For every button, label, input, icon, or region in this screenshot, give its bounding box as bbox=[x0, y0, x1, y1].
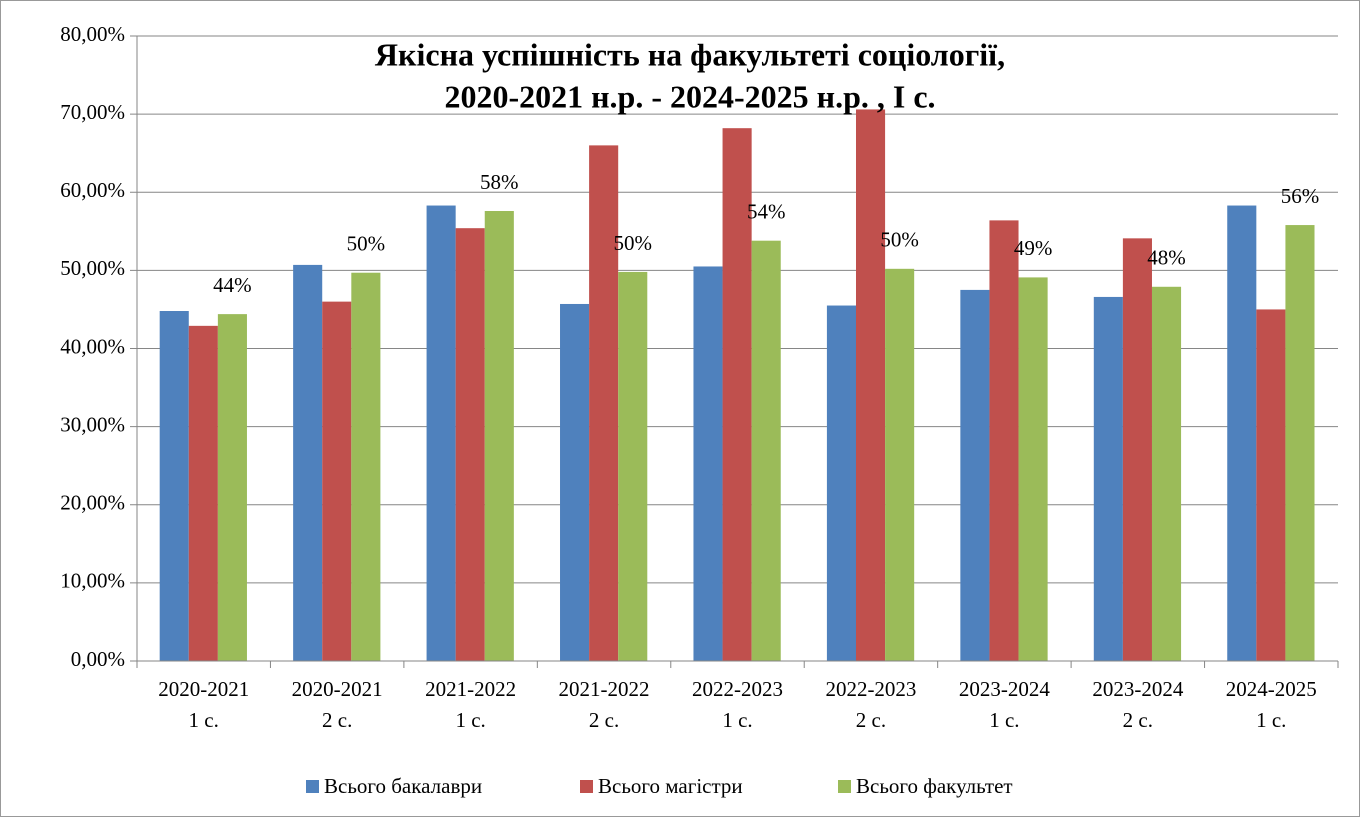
data-label: 50% bbox=[613, 231, 652, 255]
chart-title: 2020-2021 н.р. - 2024-2025 н.р. , І с. bbox=[444, 78, 935, 114]
legend-swatch bbox=[838, 780, 851, 793]
x-tick-label: 1 с. bbox=[989, 708, 1019, 732]
bar bbox=[589, 145, 619, 661]
bar bbox=[159, 311, 189, 661]
bar bbox=[1093, 296, 1123, 661]
legend-swatch bbox=[306, 780, 319, 793]
data-label: 56% bbox=[1281, 184, 1320, 208]
x-tick-label: 2020-2021 bbox=[292, 677, 383, 701]
data-label: 48% bbox=[1147, 246, 1186, 270]
data-label: 54% bbox=[747, 200, 786, 224]
legend-label: Всього магістри bbox=[598, 774, 743, 798]
x-tick-label: 2024-2025 bbox=[1226, 677, 1317, 701]
bar bbox=[826, 305, 856, 661]
x-tick-label: 2021-2022 bbox=[425, 677, 516, 701]
bar bbox=[455, 228, 485, 661]
y-tick-label: 10,00% bbox=[60, 569, 125, 593]
y-tick-label: 30,00% bbox=[60, 412, 125, 436]
y-tick-label: 40,00% bbox=[60, 334, 125, 358]
bar bbox=[426, 205, 456, 661]
x-tick-label: 2 с. bbox=[589, 708, 619, 732]
bar bbox=[351, 272, 381, 661]
bar bbox=[560, 303, 590, 661]
data-label: 58% bbox=[480, 170, 519, 194]
x-tick-label: 2 с. bbox=[322, 708, 352, 732]
data-label: 50% bbox=[347, 232, 386, 256]
bar bbox=[1122, 238, 1152, 661]
x-tick-label: 2 с. bbox=[1123, 708, 1153, 732]
bar bbox=[751, 240, 781, 661]
bar bbox=[322, 301, 352, 661]
bar bbox=[188, 325, 218, 661]
bar bbox=[960, 289, 990, 661]
x-tick-label: 1 с. bbox=[722, 708, 752, 732]
y-tick-label: 0,00% bbox=[71, 647, 125, 671]
bar bbox=[618, 271, 648, 661]
x-tick-label: 2023-2024 bbox=[959, 677, 1050, 701]
y-tick-label: 60,00% bbox=[60, 178, 125, 202]
x-tick-label: 2022-2023 bbox=[692, 677, 783, 701]
bar bbox=[722, 128, 752, 661]
x-tick-label: 2021-2022 bbox=[559, 677, 650, 701]
legend-label: Всього факультет bbox=[856, 774, 1013, 798]
x-tick-label: 1 с. bbox=[189, 708, 219, 732]
y-tick-label: 50,00% bbox=[60, 256, 125, 280]
y-tick-label: 20,00% bbox=[60, 491, 125, 515]
data-label: 50% bbox=[880, 228, 919, 252]
legend-swatch bbox=[580, 780, 593, 793]
x-tick-label: 2020-2021 bbox=[158, 677, 249, 701]
chart-title: Якісна успішність на факультеті соціолог… bbox=[375, 36, 1005, 72]
bar bbox=[484, 211, 514, 661]
bar bbox=[1018, 277, 1048, 661]
x-tick-label: 1 с. bbox=[455, 708, 485, 732]
x-tick-label: 2 с. bbox=[856, 708, 886, 732]
bar bbox=[1285, 225, 1315, 661]
x-tick-label: 2023-2024 bbox=[1092, 677, 1183, 701]
bar bbox=[693, 266, 723, 661]
y-tick-label: 70,00% bbox=[60, 100, 125, 124]
bar bbox=[293, 264, 323, 661]
y-tick-label: 80,00% bbox=[60, 22, 125, 46]
bar bbox=[1227, 205, 1257, 661]
bar bbox=[989, 220, 1019, 661]
bar bbox=[855, 109, 886, 661]
bar bbox=[885, 268, 915, 661]
bar bbox=[1256, 309, 1286, 661]
x-tick-label: 2022-2023 bbox=[825, 677, 916, 701]
data-label: 44% bbox=[213, 273, 252, 297]
bar bbox=[1151, 286, 1182, 661]
bar bbox=[217, 314, 247, 661]
data-label: 49% bbox=[1014, 236, 1053, 260]
x-tick-label: 1 с. bbox=[1256, 708, 1286, 732]
legend-label: Всього бакалаври bbox=[324, 774, 482, 798]
